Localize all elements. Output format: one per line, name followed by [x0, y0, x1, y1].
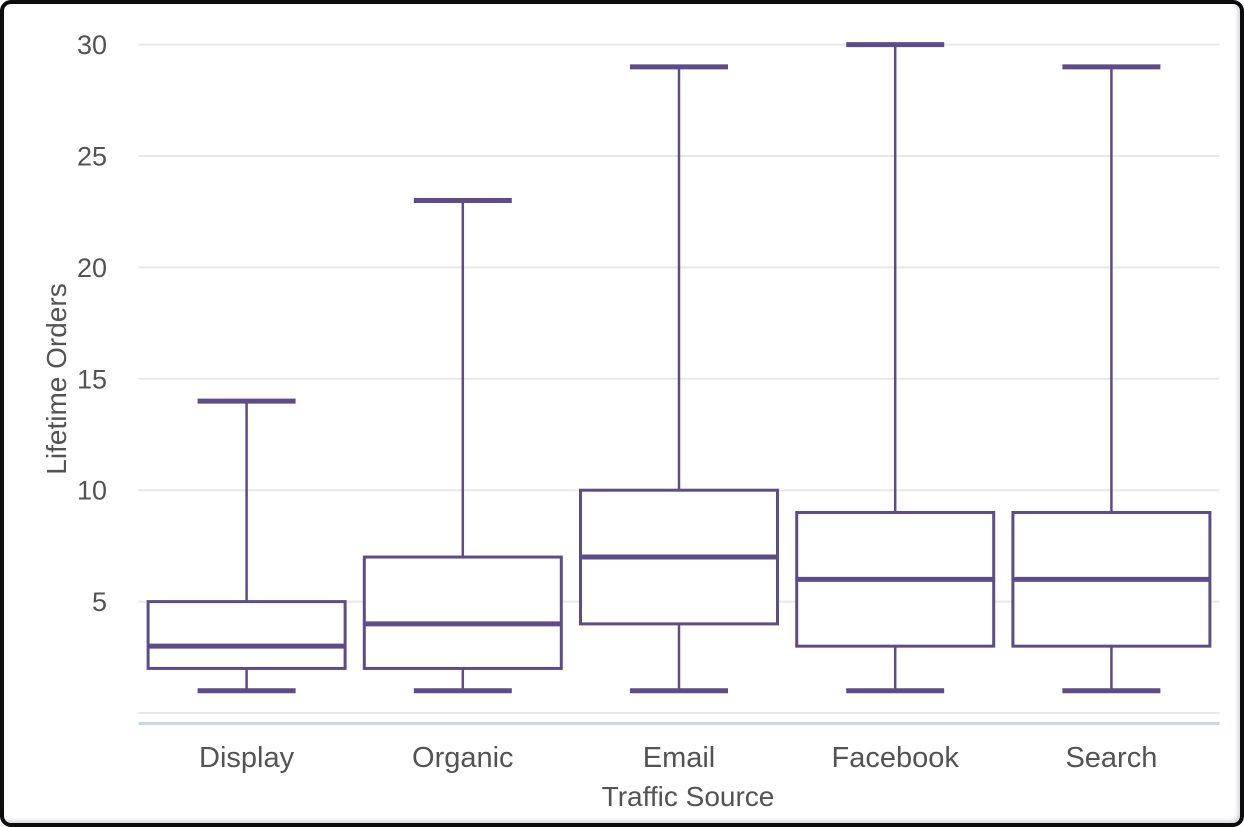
- boxplot-display[interactable]: [146, 398, 347, 694]
- iqr-box: [362, 555, 563, 670]
- iqr-box: [146, 600, 347, 670]
- y-tick-label-10: 10: [77, 476, 107, 506]
- x-category-label-facebook: Facebook: [832, 742, 960, 774]
- x-category-label-display: Display: [199, 742, 295, 774]
- y-tick-label-20: 20: [77, 253, 107, 283]
- x-category-label-organic: Organic: [412, 742, 514, 774]
- y-tick-label-5: 5: [92, 587, 107, 617]
- boxplot-organic[interactable]: [362, 198, 563, 694]
- boxplot-facebook[interactable]: [795, 42, 996, 694]
- x-axis-title: Traffic Source: [601, 781, 775, 812]
- x-category-label-search: Search: [1065, 742, 1157, 774]
- x-category-label-email: Email: [643, 742, 716, 774]
- y-axis-title: Lifetime Orders: [41, 283, 72, 475]
- y-tick-label-30: 30: [77, 30, 107, 60]
- boxplot-search[interactable]: [1011, 64, 1212, 694]
- y-tick-label-25: 25: [77, 142, 107, 172]
- boxplot-email[interactable]: [579, 64, 779, 694]
- y-tick-label-15: 15: [77, 364, 107, 394]
